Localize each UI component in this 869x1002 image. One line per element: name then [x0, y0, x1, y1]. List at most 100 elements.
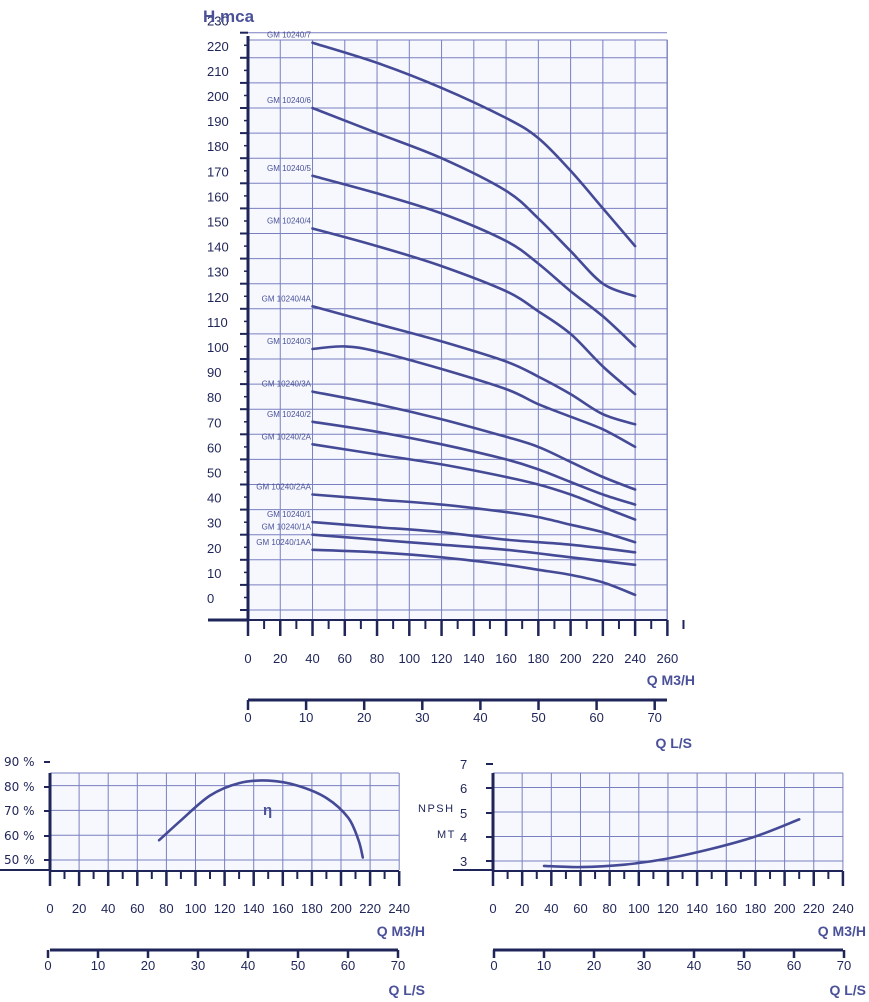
y-axis-title-line1: NPSH: [418, 803, 455, 815]
x-tick-label: 60: [338, 651, 352, 666]
x-tick-label: 220: [803, 901, 825, 916]
x-tick-label: 100: [628, 901, 650, 916]
x2-tick-label: 30: [637, 958, 651, 973]
y-axis-title: H mca: [203, 7, 255, 26]
x2-tick-label: 30: [191, 958, 205, 973]
y-tick-label: 180: [207, 139, 229, 154]
y-tick-label: 130: [207, 265, 229, 280]
y-tick-label: 20: [207, 541, 221, 556]
curve-label: GM 10240/5: [267, 164, 312, 173]
y-tick-label: 70 %: [4, 804, 35, 818]
x-tick-label: 80: [159, 901, 173, 916]
x2-axis-title: Q L/S: [388, 982, 425, 998]
x2-tick-label: 40: [241, 958, 255, 973]
efficiency-chart: 90 %80 %70 %60 %50 %0 20 40 60 80 100 120 140 16…: [0, 755, 425, 998]
x2-axis-title: Q L/S: [829, 982, 866, 998]
y-tick-label: 220: [207, 39, 229, 54]
x-tick-label: 200: [774, 901, 796, 916]
x-tick-label: 180: [745, 901, 767, 916]
curve-label: GM 10240/3A: [262, 380, 312, 389]
curve-label: GM 10240/1: [267, 510, 312, 519]
x-tick-label: 140: [686, 901, 708, 916]
x2-tick-label: 70: [647, 710, 661, 725]
x2-axis-title: Q L/S: [655, 735, 692, 751]
y-tick-label: 50 %: [4, 853, 35, 867]
x-tick-label: 260: [657, 651, 679, 666]
curve-label: GM 10240/2A: [262, 432, 312, 441]
y-tick-label: 90 %: [4, 755, 35, 769]
x-tick-label: 180: [527, 651, 549, 666]
x-tick-label: 80: [370, 651, 384, 666]
curve-label: GM 10240/7: [267, 31, 312, 40]
pump-curve: [311, 174, 637, 348]
y-tick-label: 70: [207, 415, 221, 430]
x-tick-label: 60: [130, 901, 144, 916]
x-tick-label: 40: [101, 901, 115, 916]
x2-tick-label: 50: [737, 958, 751, 973]
pump-curve: [311, 520, 637, 554]
y-tick-label: 3: [460, 854, 467, 869]
y-tick-label: 100: [207, 340, 229, 355]
npsh-curve: [542, 818, 801, 869]
y-tick-label: 5: [460, 806, 467, 821]
x-tick-label: 40: [544, 901, 558, 916]
x2-tick-label: 0: [490, 958, 497, 973]
x2-tick-label: 20: [587, 958, 601, 973]
curve-label: GM 10240/1AA: [256, 538, 311, 547]
curve-label: GM 10240/3: [267, 337, 312, 346]
x-tick-label: 20: [515, 901, 529, 916]
y-tick-label: 90: [207, 365, 221, 380]
curve-label: GM 10240/2: [267, 410, 312, 419]
x-tick-label: 0: [244, 651, 251, 666]
y-tick-label: 190: [207, 114, 229, 129]
pump-curve: [311, 106, 637, 298]
y-tick-label: 110: [207, 315, 228, 330]
efficiency-curve: [157, 779, 365, 859]
y-tick-label: 60: [207, 440, 221, 455]
efficiency-symbol: η: [263, 802, 272, 819]
x-tick-label: 160: [272, 901, 294, 916]
x2-tick-label: 0: [244, 710, 251, 725]
curve-label: GM 10240/6: [267, 96, 312, 105]
y-tick-label: 10: [207, 566, 221, 581]
y-tick-label: 50: [207, 466, 221, 481]
x-tick-label: 120: [214, 901, 236, 916]
x-tick-label: 200: [330, 901, 352, 916]
x2-tick-label: 70: [837, 958, 851, 973]
x-tick-label: 20: [273, 651, 287, 666]
x2-tick-label: 40: [687, 958, 701, 973]
y-tick-label: 6: [460, 781, 467, 796]
y-tick-label: 150: [207, 215, 229, 230]
x2-tick-label: 10: [537, 958, 551, 973]
x2-tick-label: 50: [531, 710, 545, 725]
pump-curve: [311, 420, 637, 506]
pump-curve: [311, 493, 637, 544]
x-tick-label: 240: [832, 901, 854, 916]
y-tick-label: 120: [207, 290, 229, 305]
pump-curve: [311, 390, 637, 491]
x-axis-title: Q M3/H: [647, 672, 695, 688]
x-tick-label: 20: [72, 901, 86, 916]
x2-tick-label: 60: [589, 710, 603, 725]
pump-curve: [311, 548, 637, 597]
x2-tick-label: 10: [299, 710, 313, 725]
y-tick-label: 0: [207, 591, 214, 606]
x-tick-label: 160: [495, 651, 517, 666]
y-tick-label: 160: [207, 189, 229, 204]
x2-tick-label: 10: [91, 958, 105, 973]
y-tick-label: 4: [460, 830, 467, 845]
x-tick-label: 100: [398, 651, 420, 666]
x2-tick-label: 20: [141, 958, 155, 973]
x-tick-label: 0: [46, 901, 53, 916]
x-tick-label: 200: [560, 651, 582, 666]
y-tick-label: 30: [207, 516, 221, 531]
y-tick-label: 7: [460, 757, 467, 772]
y-tick-label: 230: [207, 14, 229, 29]
x-axis-title: Q M3/H: [818, 923, 866, 939]
x-tick-label: 220: [592, 651, 614, 666]
y-tick-label: 60 %: [4, 829, 35, 843]
y-tick-label: 210: [207, 64, 229, 79]
pump-curve: [311, 443, 637, 521]
